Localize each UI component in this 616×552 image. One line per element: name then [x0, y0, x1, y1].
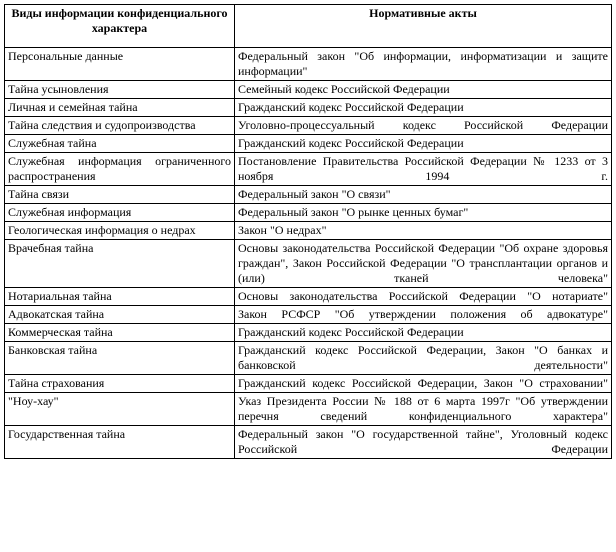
- cell-act: Федеральный закон "О рынке ценных бумаг": [235, 204, 612, 222]
- cell-act: Семейный кодекс Российской Федерации: [235, 81, 612, 99]
- table-row: Служебная информация огра­ниченного расп…: [5, 153, 612, 186]
- table-header-row: Виды информации конфиденциального характ…: [5, 5, 612, 48]
- cell-type: Личная и семейная тайна: [5, 99, 235, 117]
- table-row: Нотариальная тайнаОсновы законодательств…: [5, 288, 612, 306]
- table-row: Тайна связиФедеральный закон "О связи": [5, 186, 612, 204]
- confidential-info-table: Виды информации конфиденциального характ…: [4, 4, 612, 459]
- table-row: Тайна следствия и судопроизводстваУголов…: [5, 117, 612, 135]
- cell-type: Адвокатская тайна: [5, 306, 235, 324]
- cell-act: Федеральный закон "О государственной тай…: [235, 426, 612, 459]
- table-row: Личная и семейная тайнаГражданский кодек…: [5, 99, 612, 117]
- cell-act: Основы законодательства Российской Федер…: [235, 288, 612, 306]
- cell-act: Указ Президента России № 188 от 6 марта …: [235, 393, 612, 426]
- cell-act: Федеральный закон "Об информации, информ…: [235, 48, 612, 81]
- cell-type: Государственная тайна: [5, 426, 235, 459]
- header-acts: Нормативные акты: [235, 5, 612, 48]
- table-row: Врачебная тайнаОсновы законодательства Р…: [5, 240, 612, 288]
- table-row: Служебная информацияФедеральный закон "О…: [5, 204, 612, 222]
- table-row: Геологическая информация о недрахЗакон "…: [5, 222, 612, 240]
- cell-act: Гражданский кодекс Российской Федерации: [235, 99, 612, 117]
- cell-act: Закон "О недрах": [235, 222, 612, 240]
- cell-type: Тайна усыновления: [5, 81, 235, 99]
- table-row: Персональные данныеФедеральный закон "Об…: [5, 48, 612, 81]
- cell-type: Тайна связи: [5, 186, 235, 204]
- cell-type: Нотариальная тайна: [5, 288, 235, 306]
- cell-type: Служебная тайна: [5, 135, 235, 153]
- table-row: Коммерческая тайнаГражданский кодекс Рос…: [5, 324, 612, 342]
- cell-act: Закон РСФСР "Об утверждении положения об…: [235, 306, 612, 324]
- cell-act: Гражданский кодекс Российской Федерации: [235, 324, 612, 342]
- table-row: Государственная тайнаФедеральный закон "…: [5, 426, 612, 459]
- header-types: Виды информации конфиденциального характ…: [5, 5, 235, 48]
- cell-type: Тайна следствия и судопроизводства: [5, 117, 235, 135]
- cell-act: Гражданский кодекс Российской Федерации,…: [235, 375, 612, 393]
- cell-act: Уголовно-процессуальный кодекс Российско…: [235, 117, 612, 135]
- cell-type: Служебная информация огра­ниченного расп…: [5, 153, 235, 186]
- cell-act: Федеральный закон "О связи": [235, 186, 612, 204]
- cell-type: Коммерческая тайна: [5, 324, 235, 342]
- cell-type: "Ноу-хау": [5, 393, 235, 426]
- cell-type: Врачебная тайна: [5, 240, 235, 288]
- cell-act: Основы законодательства Российской Федер…: [235, 240, 612, 288]
- table-row: Тайна усыновленияСемейный кодекс Российс…: [5, 81, 612, 99]
- table-body: Персональные данныеФедеральный закон "Об…: [5, 48, 612, 459]
- table-row: Тайна страхованияГражданский кодекс Росс…: [5, 375, 612, 393]
- cell-type: Персональные данные: [5, 48, 235, 81]
- cell-type: Банковская тайна: [5, 342, 235, 375]
- cell-type: Тайна страхования: [5, 375, 235, 393]
- cell-act: Постановление Правительства Российской Ф…: [235, 153, 612, 186]
- cell-act: Гражданский кодекс Российской Федерации,…: [235, 342, 612, 375]
- table-row: Адвокатская тайнаЗакон РСФСР "Об утвержд…: [5, 306, 612, 324]
- table-row: "Ноу-хау"Указ Президента России № 188 от…: [5, 393, 612, 426]
- cell-type: Служебная информация: [5, 204, 235, 222]
- cell-type: Геологическая информация о недрах: [5, 222, 235, 240]
- table-row: Служебная тайнаГражданский кодекс Россий…: [5, 135, 612, 153]
- table-row: Банковская тайнаГражданский кодекс Росси…: [5, 342, 612, 375]
- cell-act: Гражданский кодекс Российской Федерации: [235, 135, 612, 153]
